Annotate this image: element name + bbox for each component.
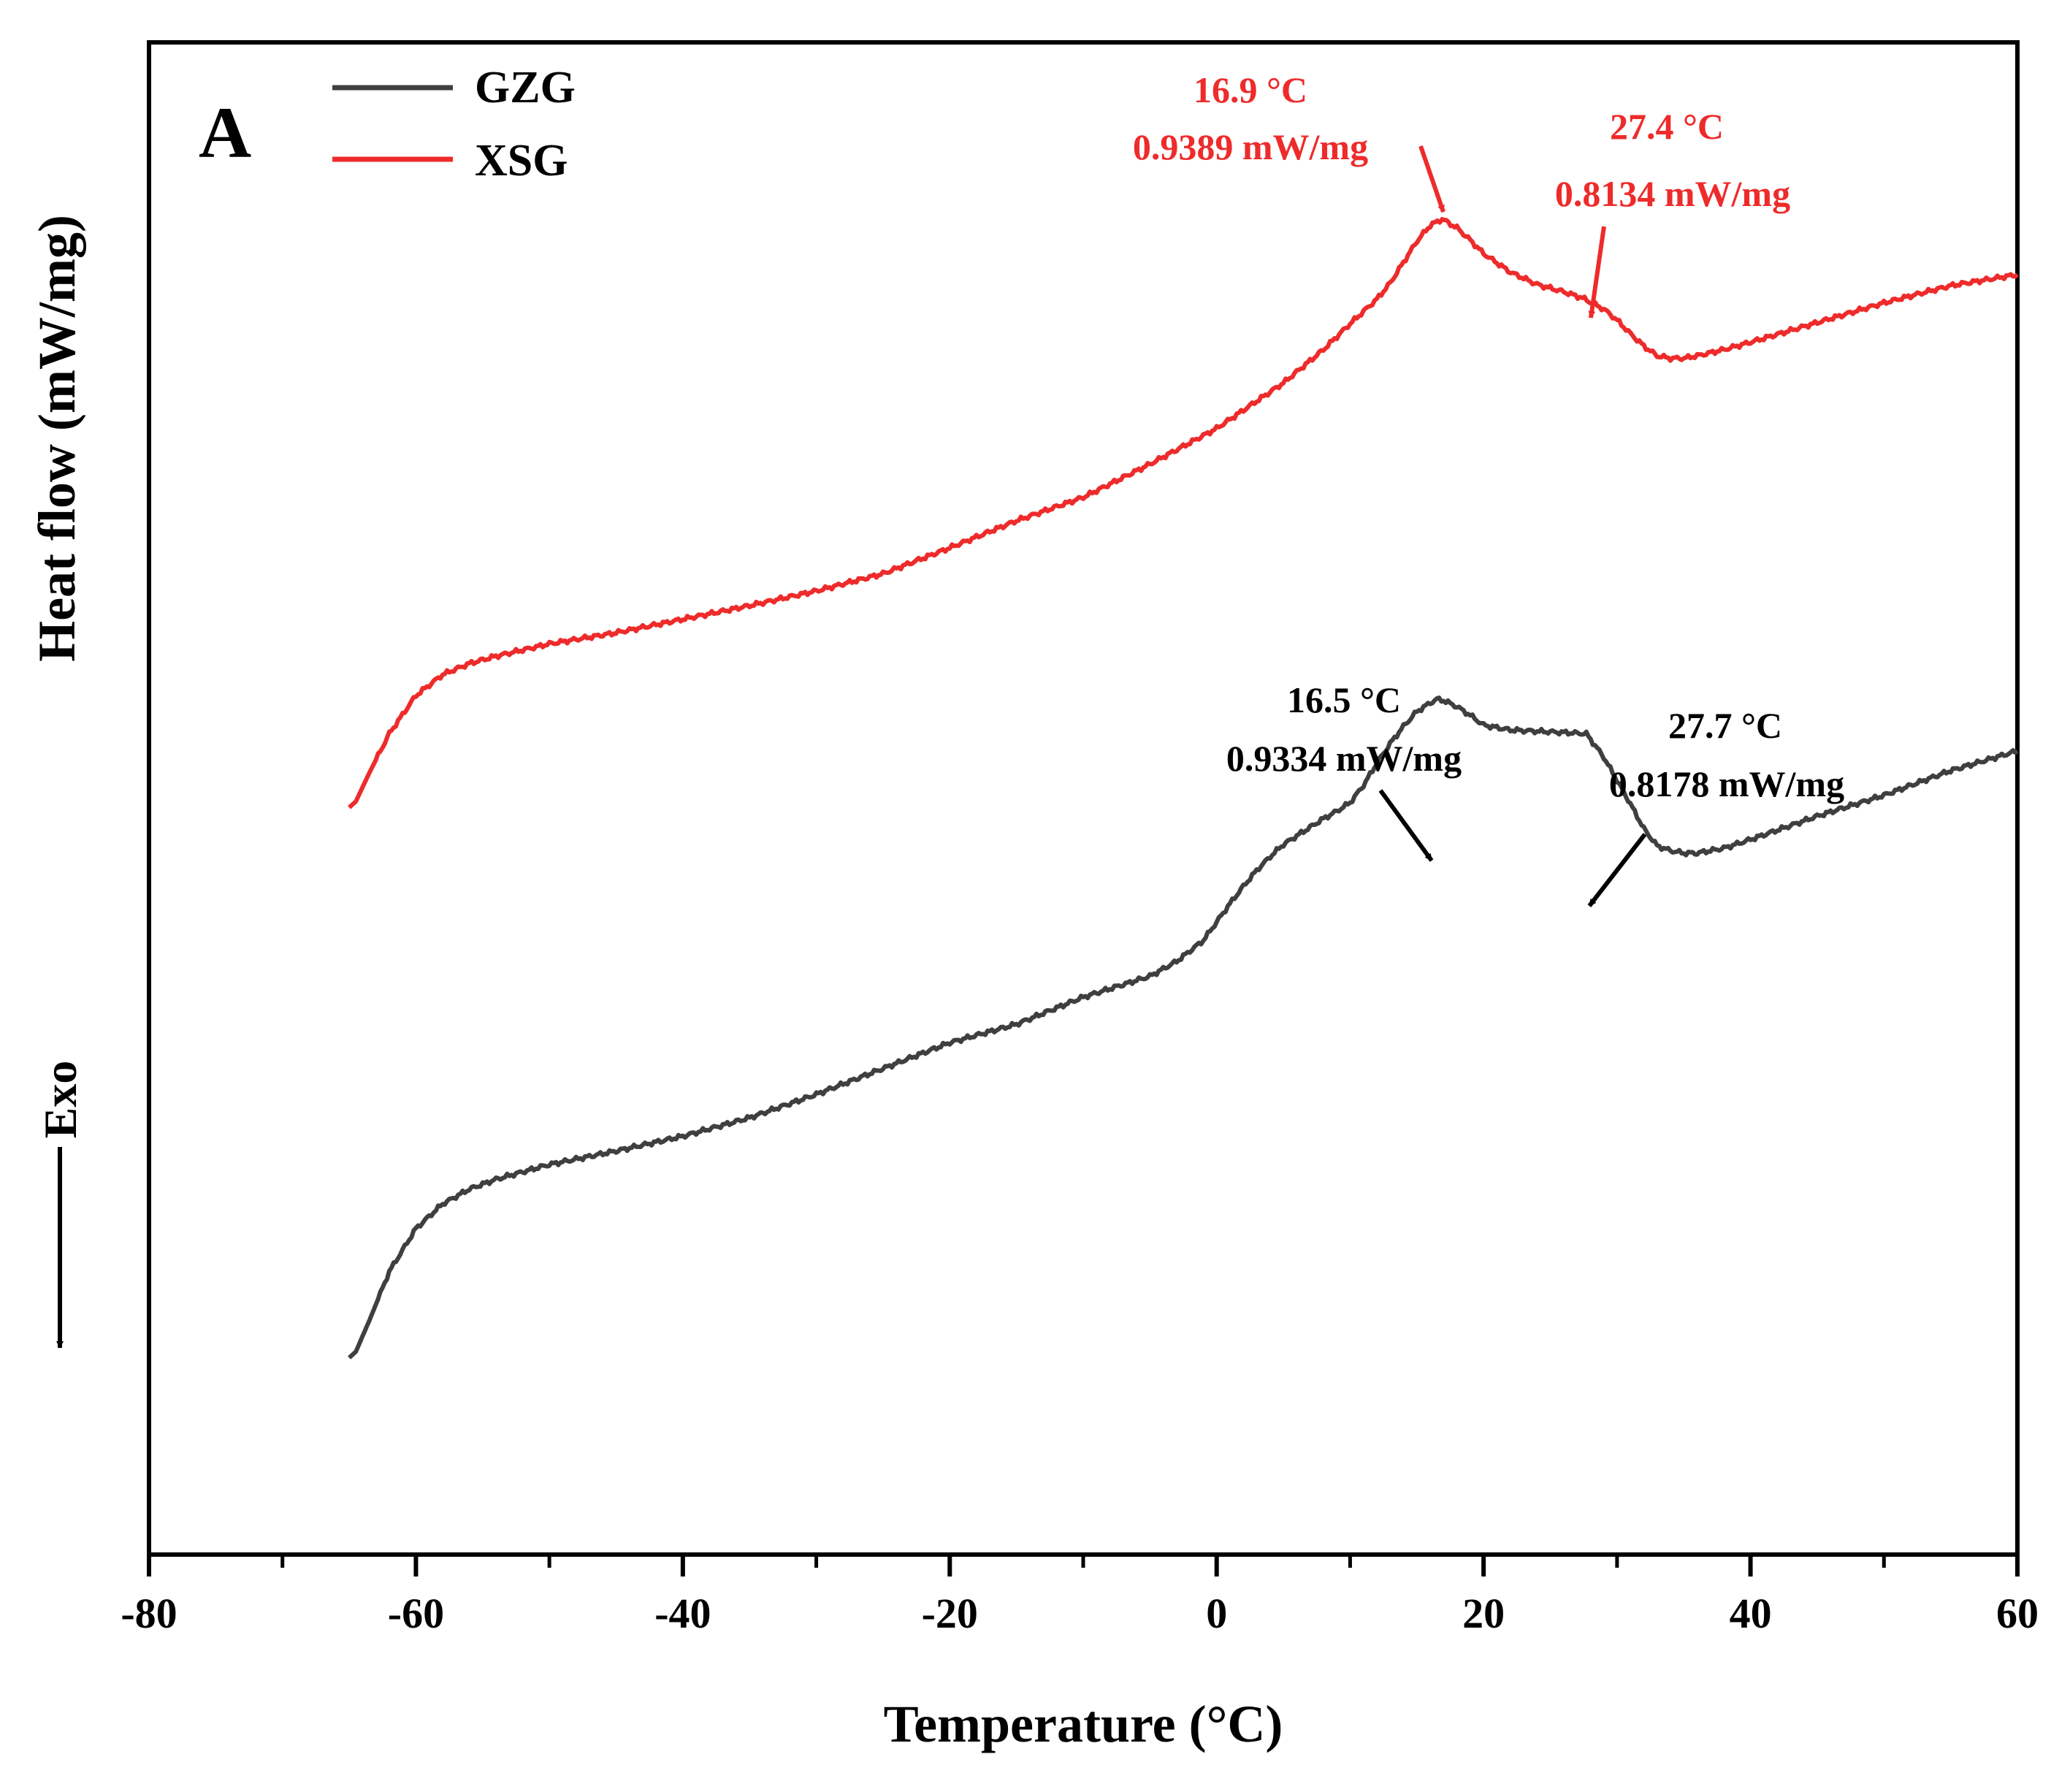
x-tick-label: 40	[1730, 1590, 1772, 1637]
annotation-gzg-shoulder-flow: 0.8178 mW/mg	[1609, 763, 1844, 804]
annotation-gzg-peak: 16.5 °C 0.9334 mW/mg	[1226, 679, 1462, 862]
x-tick-label: -60	[388, 1590, 444, 1637]
annotation-xsg-shoulder-temp: 27.4 °C	[1610, 106, 1724, 147]
legend-label-xsg: XSG	[475, 136, 568, 186]
annotation-gzg-peak-flow: 0.9334 mW/mg	[1226, 738, 1462, 779]
annotation-gzg-shoulder-temp: 27.7 °C	[1668, 705, 1782, 746]
annotation-xsg-shoulder-arrow	[1588, 226, 1606, 319]
x-tick-label: 60	[1996, 1590, 2039, 1637]
exo-indicator: Exo	[34, 1061, 86, 1349]
annotation-layer: 16.9 °C 0.9389 mW/mg 27.4 °C 0.8134 mW/m…	[1133, 69, 1844, 907]
x-axis-title: Temperature (°C)	[884, 1695, 1283, 1753]
x-tick-label: 0	[1206, 1590, 1227, 1637]
x-tick-label: -20	[922, 1590, 978, 1637]
annotation-xsg-peak-arrow	[1418, 145, 1445, 213]
x-tick-label: 20	[1462, 1590, 1505, 1637]
x-tick-label: -40	[654, 1590, 711, 1637]
legend-label-gzg: GZG	[475, 63, 576, 113]
annotation-xsg-shoulder: 27.4 °C 0.8134 mW/mg	[1555, 106, 1790, 319]
exo-label: Exo	[34, 1061, 86, 1139]
legend: GZG XSG	[332, 63, 576, 186]
series-line-xsg	[348, 217, 2019, 809]
annotation-xsg-peak: 16.9 °C 0.9389 mW/mg	[1133, 69, 1445, 213]
annotation-xsg-peak-temp: 16.9 °C	[1194, 69, 1307, 110]
annotation-gzg-peak-arrow	[1378, 789, 1434, 862]
panel-label: A	[199, 92, 251, 173]
series-layer	[348, 217, 2019, 1360]
x-tick-label: -80	[121, 1590, 177, 1637]
annotation-gzg-shoulder: 27.7 °C 0.8178 mW/mg	[1587, 705, 1844, 907]
series-line-gzg	[348, 695, 2019, 1360]
annotation-gzg-shoulder-arrow	[1587, 833, 1647, 907]
annotation-xsg-peak-flow: 0.9389 mW/mg	[1133, 126, 1368, 167]
y-axis-title: Heat flow (mW/mg)	[28, 215, 86, 662]
x-axis-ticks: -80 -60 -40 -20 0 20 40 60	[121, 1555, 2039, 1637]
annotation-xsg-shoulder-flow: 0.8134 mW/mg	[1555, 173, 1790, 214]
annotation-gzg-peak-temp: 16.5 °C	[1287, 679, 1401, 720]
